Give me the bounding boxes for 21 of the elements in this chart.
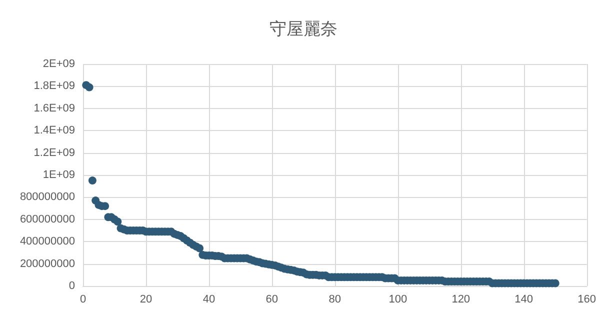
x-tick-label: 160 — [578, 294, 596, 306]
y-tick-label: 1E+09 — [42, 169, 75, 181]
x-tick-label: 0 — [80, 294, 86, 306]
x-tick-label: 100 — [388, 294, 408, 306]
y-tick-label: 0 — [68, 280, 75, 292]
y-tick-label: 1.4E+09 — [34, 124, 75, 137]
x-tick-label: 80 — [328, 294, 342, 306]
x-tick-label: 120 — [452, 294, 470, 306]
chart-title: 守屋麗奈 — [270, 20, 338, 40]
y-tick-label: 200000000 — [20, 258, 75, 270]
y-tick-label: 1.2E+09 — [34, 146, 75, 159]
x-tick-label: 60 — [266, 294, 278, 306]
y-tick-label: 2E+09 — [42, 58, 75, 70]
y-tick-label: 800000000 — [20, 191, 75, 204]
y-tick-label: 400000000 — [20, 236, 75, 248]
y-tick-label: 600000000 — [20, 213, 75, 226]
y-tick-label: 1.6E+09 — [34, 102, 75, 114]
x-tick-label: 40 — [202, 294, 216, 306]
y-tick-label: 1.8E+09 — [34, 80, 75, 92]
x-tick-label: 140 — [514, 294, 534, 306]
x-tick-label: 20 — [140, 294, 152, 306]
